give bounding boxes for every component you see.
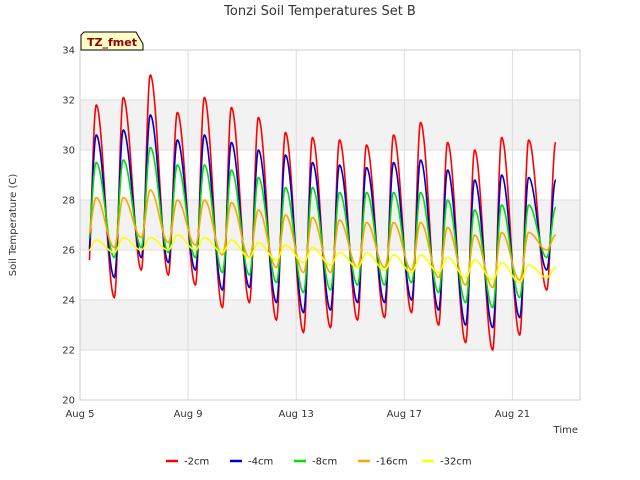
x-axis-title: Time — [553, 425, 578, 436]
y-tick-label: 28 — [62, 196, 75, 207]
site-badge: TZ_fmet — [80, 31, 144, 51]
series-line — [88, 189, 556, 289]
y-tick-label: 20 — [62, 396, 75, 407]
grid-band — [80, 100, 580, 150]
site-badge-label: TZ_fmet — [87, 36, 137, 49]
y-axis-title: Soil Temperature (C) — [8, 174, 19, 277]
legend-label: -32cm — [440, 457, 472, 468]
x-tick-label: Aug 13 — [278, 409, 313, 420]
x-tick-label: Aug 5 — [65, 409, 94, 420]
series-lines — [88, 74, 557, 352]
legend-label: -4cm — [248, 457, 273, 468]
y-tick-label: 32 — [62, 96, 75, 107]
y-axis-ticks: 20 22 24 26 28 30 32 34 — [62, 46, 75, 407]
legend-label: -16cm — [376, 457, 408, 468]
legend: -2cm -4cm -8cm -16cm -32cm — [166, 457, 472, 468]
plot-frame — [79, 49, 581, 401]
y-tick-label: 26 — [62, 246, 75, 257]
chart-title: Tonzi Soil Temperatures Set B — [223, 4, 416, 19]
y-tick-label: 34 — [62, 46, 75, 57]
x-axis-ticks: Aug 5 Aug 9 Aug 13 Aug 17 Aug 21 — [65, 409, 530, 420]
legend-label: -2cm — [184, 457, 209, 468]
series-line — [88, 234, 556, 284]
y-tick-label: 22 — [62, 346, 75, 357]
x-tick-label: Aug 21 — [495, 409, 530, 420]
x-tick-label: Aug 9 — [174, 409, 203, 420]
grid-band — [80, 200, 580, 250]
y-tick-label: 30 — [62, 146, 75, 157]
x-tick-label: Aug 17 — [387, 409, 422, 420]
y-tick-label: 24 — [62, 296, 75, 307]
legend-label: -8cm — [312, 457, 337, 468]
